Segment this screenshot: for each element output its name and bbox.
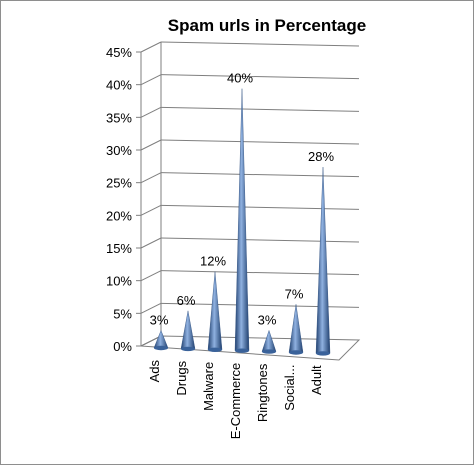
- gridline-back: [160, 172, 360, 178]
- gridline-back: [160, 74, 360, 80]
- y-tick-label: 5%: [113, 306, 132, 321]
- cone-base: [154, 345, 168, 351]
- data-label: 28%: [308, 149, 334, 164]
- cone-bar: [315, 167, 331, 354]
- y-tick-label: 20%: [106, 208, 132, 223]
- gridline-side: [140, 106, 162, 118]
- data-labels: 3% 6% 12% 40% 3% 7% 28%: [150, 71, 335, 328]
- y-tick-label: 30%: [106, 143, 132, 158]
- data-label: 7%: [285, 286, 304, 301]
- data-label: 12%: [200, 254, 226, 269]
- grid-layer: [139, 41, 361, 361]
- cone-bar: [153, 329, 169, 349]
- data-label: 40%: [227, 71, 253, 86]
- y-tick-label: 45%: [106, 45, 132, 60]
- category-label: Ads: [147, 360, 162, 383]
- category-label: Adult: [309, 365, 324, 395]
- cone-series: [153, 88, 331, 356]
- cone-base: [289, 350, 303, 355]
- cone-bar: [234, 88, 250, 351]
- data-label: 6%: [177, 293, 196, 308]
- cone-bar: [261, 329, 277, 352]
- gridline-side: [140, 204, 162, 216]
- y-tick-label: 10%: [106, 274, 132, 289]
- y-tick-label: 35%: [106, 110, 132, 125]
- cone-bar: [207, 271, 223, 350]
- gridline-side: [140, 270, 162, 282]
- gridline-back: [160, 204, 360, 210]
- category-label: Ringtones: [255, 363, 270, 422]
- category-label: E-Commerce: [228, 363, 243, 440]
- gridline-side: [140, 237, 162, 249]
- y-tick-label: 25%: [106, 176, 132, 191]
- y-tick-label: 15%: [106, 241, 132, 256]
- cone-base: [181, 346, 195, 352]
- gridline-side: [140, 41, 162, 53]
- y-axis-ticks: 0% 5% 10% 15% 20% 25% 30% 35% 40% 45%: [106, 45, 141, 354]
- gridline-side: [140, 172, 162, 184]
- category-label: Malware: [201, 362, 216, 411]
- gridline-back: [160, 270, 360, 276]
- gridline-back: [160, 41, 360, 47]
- cone-base: [235, 348, 249, 353]
- chart-title: Spam urls in Percentage: [168, 16, 366, 35]
- category-label: Drugs: [174, 360, 189, 395]
- data-label: 3%: [258, 312, 277, 327]
- cone-base: [208, 347, 222, 352]
- cone-bar: [180, 310, 196, 350]
- cone-bar: [288, 304, 304, 353]
- cone-base: [262, 349, 276, 354]
- gridline-side: [140, 335, 162, 347]
- y-tick-label: 40%: [106, 78, 132, 93]
- gridline-side: [140, 139, 162, 151]
- gridline-side: [140, 302, 162, 314]
- cone-base: [316, 351, 330, 356]
- category-label: Social...: [282, 365, 297, 411]
- gridline-back: [160, 139, 360, 145]
- y-tick-label: 0%: [113, 339, 132, 354]
- gridline-back: [160, 237, 360, 243]
- data-label: 3%: [150, 312, 169, 327]
- category-labels: Ads Drugs Malware E-Commerce Ringtones Social…: [147, 360, 324, 440]
- gridline-back: [160, 106, 360, 112]
- gridline-side: [140, 74, 162, 86]
